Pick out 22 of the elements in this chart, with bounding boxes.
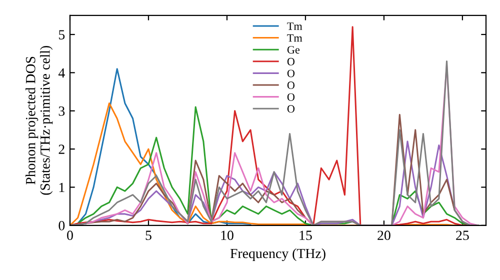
legend-label: Ge <box>287 46 300 54</box>
x-axis-title: Frequency (THz) <box>230 248 326 262</box>
y-tick-label: 5 <box>59 30 65 40</box>
legend-label: O <box>287 82 295 90</box>
legend-label: O <box>287 93 295 101</box>
x-tick-label: 20 <box>378 230 390 240</box>
legend-label: O <box>287 58 295 66</box>
x-tick-label: 5 <box>146 230 152 240</box>
y-tick-label: 4 <box>58 68 65 78</box>
legend-label: Tm <box>287 34 302 42</box>
legend-label: O <box>287 70 295 78</box>
y-axis-title: Phonon projected DOS (States/THz·primitive cell) <box>26 46 53 195</box>
x-tick-label: 10 <box>221 230 234 240</box>
y-tick-label: 0 <box>58 220 65 230</box>
x-tick-label: 0 <box>67 230 73 240</box>
y-tick-label: 2 <box>58 144 64 154</box>
x-tick-label: 15 <box>300 230 312 240</box>
y-tick-label: 1 <box>59 182 64 192</box>
y-tick-label: 3 <box>58 106 65 116</box>
x-tick-label: 25 <box>456 230 469 240</box>
legend-label: O <box>287 105 295 113</box>
legend-label: Tm <box>287 22 302 30</box>
